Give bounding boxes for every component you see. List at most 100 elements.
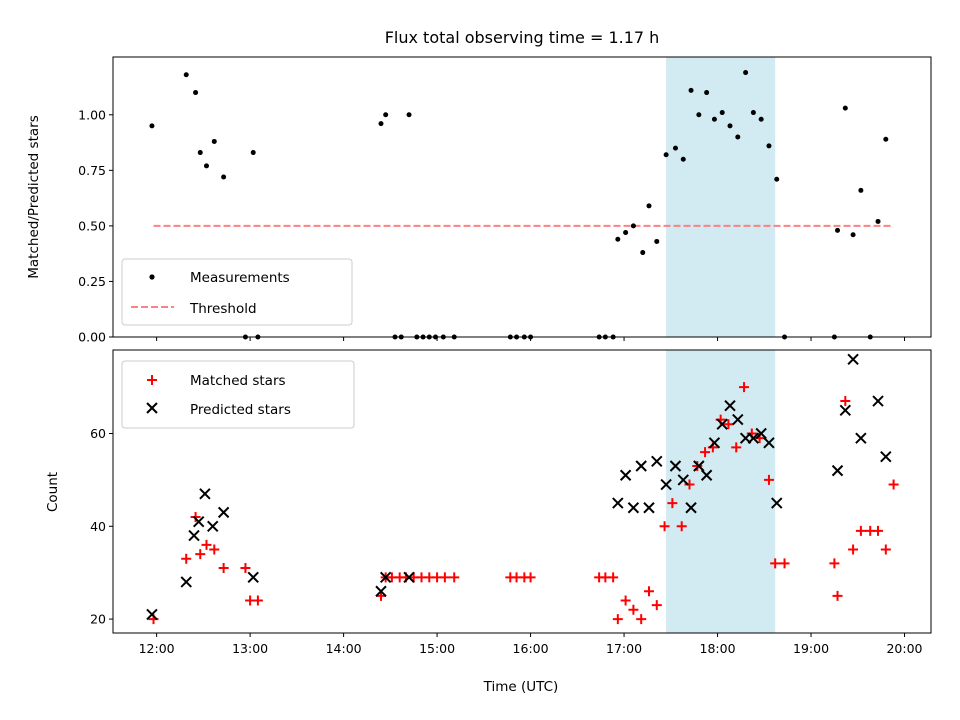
predicted-stars-point xyxy=(685,502,697,514)
x-axis-label: Time (UTC) xyxy=(483,679,559,695)
predicted-stars-point xyxy=(839,404,852,417)
matched-stars-point xyxy=(201,539,212,550)
matched-stars-point xyxy=(190,512,201,523)
bottom-y-ticks: 20 40 60 xyxy=(90,426,113,627)
matched-stars-point xyxy=(439,572,450,583)
bottom-axes-frame xyxy=(112,349,932,634)
matched-stars-point xyxy=(252,595,263,606)
measurements-point xyxy=(883,136,889,142)
predicted-stars-point xyxy=(732,413,744,426)
measurements-point xyxy=(696,112,702,118)
measurements-point xyxy=(623,230,629,236)
x-tick-label: 15:00 xyxy=(419,641,455,656)
matched-stars-point xyxy=(684,479,695,490)
matched-stars-point xyxy=(779,558,790,569)
measurements-point xyxy=(680,156,686,162)
y-tick-label: 1.00 xyxy=(78,107,106,122)
matched-stars-point xyxy=(620,595,631,606)
measurements-point xyxy=(774,176,780,182)
matched-stars-point xyxy=(855,525,866,536)
x-tick-label: 17:00 xyxy=(606,641,642,656)
measurements-point xyxy=(211,138,217,144)
top-x-ticks xyxy=(156,337,906,341)
predicted-stars-point xyxy=(855,432,867,444)
measurements-point xyxy=(630,223,636,229)
top-panel: 0.00 0.25 0.50 0.75 1.00 Matched/Predicted s… xyxy=(26,56,932,345)
predicted-stars-point xyxy=(619,469,632,481)
matched-stars-point xyxy=(612,614,623,625)
predicted-stars-point xyxy=(755,427,767,440)
measurements-point xyxy=(654,238,660,244)
bottom-x-ticks: 12:00 13:00 14:00 15:00 16:00 17:00 18:00 19:00… xyxy=(139,633,923,656)
predicted-stars-point xyxy=(771,497,783,509)
predicted-stars-point xyxy=(403,571,415,584)
y-tick-label: 20 xyxy=(90,612,106,627)
measurements-point xyxy=(704,90,710,96)
y-tick-label: 60 xyxy=(90,426,106,441)
legend-predicted-label: Predicted stars xyxy=(190,402,291,418)
measurements-point xyxy=(743,70,749,76)
predicted-stars-point xyxy=(716,418,728,430)
predicted-stars-point xyxy=(660,478,672,491)
matched-stars-point xyxy=(608,572,619,583)
predicted-stars-point xyxy=(627,502,640,514)
y-tick-label: 0.50 xyxy=(78,218,106,233)
legend-matched-label: Matched stars xyxy=(190,373,286,389)
measurements-point xyxy=(221,174,227,180)
matched-stars-point xyxy=(449,572,460,583)
matched-stars-point xyxy=(829,558,840,569)
matched-stars-point xyxy=(240,563,251,574)
predicted-stars-point xyxy=(724,399,736,412)
legend-predicted-marker xyxy=(146,402,158,414)
bottom-y-axis-label: Count xyxy=(45,472,61,512)
measurements-point xyxy=(835,227,841,233)
matched-stars-point xyxy=(209,544,220,555)
plot-title: Flux total observing time = 1.17 h xyxy=(385,28,660,47)
measurements-point xyxy=(688,87,694,93)
measurements-point xyxy=(750,110,756,116)
y-tick-label: 0.25 xyxy=(78,274,106,289)
predicted-stars-point xyxy=(643,502,655,514)
x-tick-label: 18:00 xyxy=(700,641,736,656)
matched-stars-point xyxy=(739,382,750,393)
x-tick-label: 16:00 xyxy=(513,641,549,656)
matched-stars-point xyxy=(181,553,192,564)
measurements-point xyxy=(766,143,772,149)
y-tick-label: 0.75 xyxy=(78,163,106,178)
matched-stars-point xyxy=(848,544,859,555)
measurements-point xyxy=(378,121,384,127)
matched-stars-point xyxy=(888,479,899,490)
measurements-point xyxy=(719,110,725,116)
measurements-point xyxy=(858,187,864,193)
matched-stars-point xyxy=(692,460,703,471)
matched-stars-point xyxy=(651,600,662,611)
matched-stars-point xyxy=(659,521,670,532)
matched-stars-point xyxy=(195,549,206,560)
matched-stars-point xyxy=(643,586,654,597)
matched-stars-point xyxy=(628,604,639,615)
predicted-stars-point xyxy=(747,432,760,444)
predicted-stars-point xyxy=(847,353,859,365)
predicted-stars-point xyxy=(199,488,211,500)
predicted-stars-point xyxy=(188,529,200,542)
measurements-point xyxy=(406,112,412,118)
legend-threshold-label: Threshold xyxy=(189,301,257,317)
matched-stars-point xyxy=(880,544,891,555)
measurements-point xyxy=(727,123,733,129)
measurements-point xyxy=(672,145,678,151)
predicted-stars-point xyxy=(612,497,624,509)
matched-stars-point xyxy=(731,442,742,453)
predicted-stars-point xyxy=(700,469,713,481)
x-tick-label: 14:00 xyxy=(326,641,362,656)
top-axes-frame xyxy=(112,56,932,338)
bottom-highlight-span xyxy=(666,350,776,633)
predicted-stars-point xyxy=(651,455,663,468)
predicted-stars-point xyxy=(217,506,230,519)
matched-stars-point xyxy=(667,498,678,509)
measurements-point xyxy=(735,134,741,140)
x-tick-label: 12:00 xyxy=(139,641,175,656)
measurements-point xyxy=(875,218,881,224)
x-tick-label: 13:00 xyxy=(232,641,268,656)
predicted-stars-point xyxy=(146,608,158,621)
